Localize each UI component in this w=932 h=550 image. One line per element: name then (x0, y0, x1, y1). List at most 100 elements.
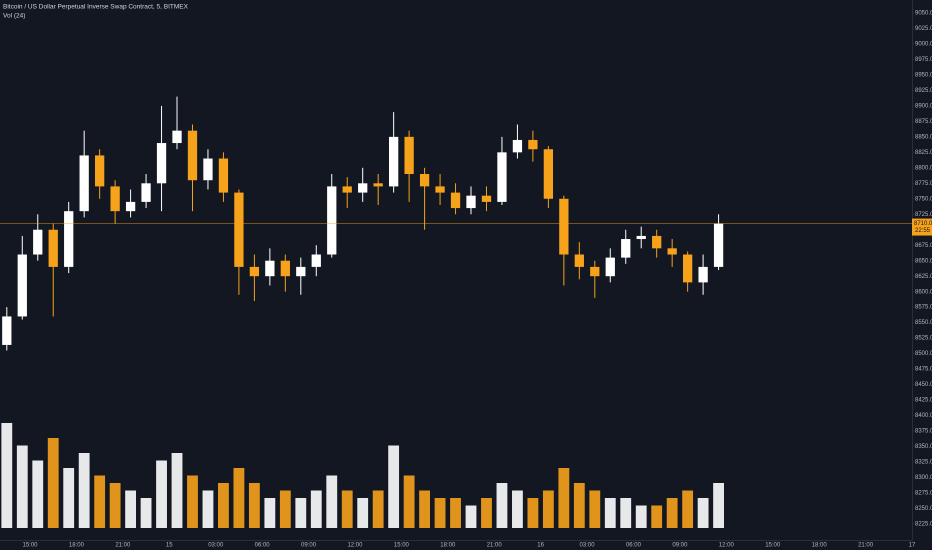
volume-bar (171, 453, 183, 528)
candle-body (203, 158, 213, 181)
volume-bar (202, 490, 214, 528)
candle-body (280, 260, 290, 277)
y-tick-label: 8725.0 (915, 212, 932, 218)
last-price-tag (912, 218, 932, 236)
y-tick-label: 8475.0 (915, 367, 932, 373)
x-tick-label: 06:00 (626, 543, 642, 549)
candle-body (466, 195, 476, 209)
volume-bar (465, 505, 477, 528)
y-tick-label: 8600.0 (915, 289, 932, 295)
volume-bar (326, 475, 338, 528)
candle-body (373, 183, 383, 187)
candle-body (141, 183, 151, 202)
x-tick-label: 21:00 (487, 543, 503, 549)
candle-body (481, 195, 492, 202)
x-tick-label: 12:00 (347, 543, 363, 549)
candle-body (48, 229, 58, 267)
y-tick-label: 8950.0 (915, 73, 932, 79)
y-tick-label: 8800.0 (915, 165, 932, 171)
x-tick-label: 15:00 (394, 543, 410, 549)
volume-bar (47, 438, 59, 528)
candle-body (172, 130, 182, 144)
x-tick-label: 15:00 (23, 543, 39, 549)
y-tick-label: 8325.0 (915, 460, 932, 466)
candle-body (79, 155, 89, 212)
volume-bar (666, 498, 678, 528)
y-tick-label: 8375.0 (915, 429, 932, 435)
candle-body (64, 211, 74, 267)
y-tick-label: 8550.0 (915, 320, 932, 326)
volume-bar (388, 445, 400, 528)
volume-bar (635, 505, 647, 528)
x-tick-label: 03:00 (208, 543, 224, 549)
volume-bar (573, 483, 585, 528)
candle-body (265, 260, 275, 277)
volume-bar (713, 483, 724, 528)
volume-bar (109, 483, 121, 528)
volume-bar (63, 468, 75, 528)
volume-bar (1, 423, 13, 528)
volume-bar (512, 490, 523, 528)
y-tick-label: 9025.0 (915, 26, 932, 32)
volume-bar (16, 445, 28, 528)
volume-bar (341, 490, 353, 528)
x-tick-label: 15 (166, 543, 173, 549)
x-tick-label: 06:00 (255, 543, 271, 549)
x-tick-label: 09:00 (301, 543, 317, 549)
candle-body (342, 186, 352, 193)
candle-body (621, 239, 631, 258)
candle-body (574, 254, 584, 267)
candle-body (543, 149, 554, 199)
y-tick-label: 8775.0 (915, 181, 932, 187)
y-tick-label: 8300.0 (915, 475, 932, 481)
y-tick-label: 8500.0 (915, 351, 932, 357)
x-tick-label: 18:00 (812, 543, 828, 549)
y-tick-label: 8275.0 (915, 491, 932, 497)
y-tick-label: 8650.0 (915, 258, 932, 264)
volume-bar (620, 498, 632, 528)
candle-body (358, 183, 368, 193)
last-price-label: 8710.0 (914, 221, 932, 227)
volume-bar (140, 498, 152, 528)
candle-body (2, 316, 12, 345)
volume-bar (295, 498, 307, 528)
volume-bar (187, 475, 198, 528)
candle-body (713, 223, 724, 267)
y-tick-label: 8250.0 (915, 506, 932, 512)
candle-body (327, 186, 337, 255)
volume-bar (682, 490, 694, 528)
candle-body (450, 192, 461, 209)
volume-bar (94, 475, 106, 528)
plot (1, 96, 724, 528)
y-tick-label: 8525.0 (915, 336, 932, 342)
volume-bar (558, 468, 570, 528)
candle-body (652, 235, 662, 249)
y-tick-label: 8925.0 (915, 88, 932, 94)
x-tick-label: 18:00 (69, 543, 85, 549)
y-tick-label: 8450.0 (915, 382, 932, 388)
candle-body (528, 139, 538, 150)
candle-body (419, 174, 430, 187)
candle-body (187, 130, 198, 181)
candle-body (249, 266, 260, 277)
x-tick-label: 18:00 (440, 543, 456, 549)
volume-bar (604, 498, 616, 528)
volume-bar (419, 490, 431, 528)
y-tick-label: 8350.0 (915, 444, 932, 450)
x-tick-label: 03:00 (580, 543, 596, 549)
x-tick-label: 21:00 (858, 543, 874, 549)
x-tick-label: 15:00 (765, 543, 781, 549)
candle-body (110, 186, 120, 212)
x-tick-label: 12:00 (719, 543, 735, 549)
y-tick-label: 8225.0 (915, 521, 932, 527)
candle-body (218, 158, 229, 193)
y-tick-label: 8625.0 (915, 274, 932, 280)
y-tick-label: 8825.0 (915, 150, 932, 156)
volume-bar (527, 498, 539, 528)
volume-bar (651, 505, 663, 528)
y-tick-label: 8400.0 (915, 413, 932, 419)
candle-body (125, 201, 136, 212)
volume-bar (125, 490, 137, 528)
